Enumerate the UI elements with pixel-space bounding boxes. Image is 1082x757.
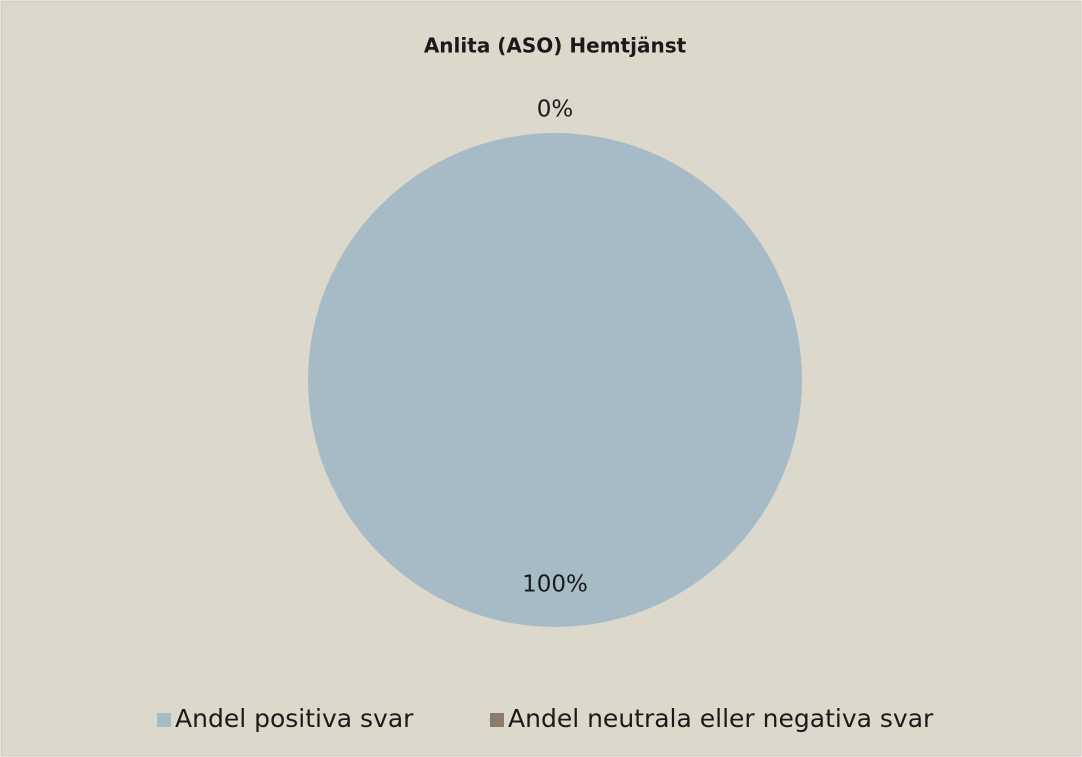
data-label: 0% [537, 97, 574, 123]
legend-label: Andel positiva svar [175, 704, 414, 733]
legend-swatch [490, 713, 504, 727]
legend-label: Andel neutrala eller negativa svar [508, 704, 934, 733]
legend-swatch [157, 713, 171, 727]
chart-title: Anlita (ASO) Hemtjänst [424, 34, 687, 58]
pie-slice [308, 133, 802, 627]
data-label: 100% [522, 572, 588, 598]
